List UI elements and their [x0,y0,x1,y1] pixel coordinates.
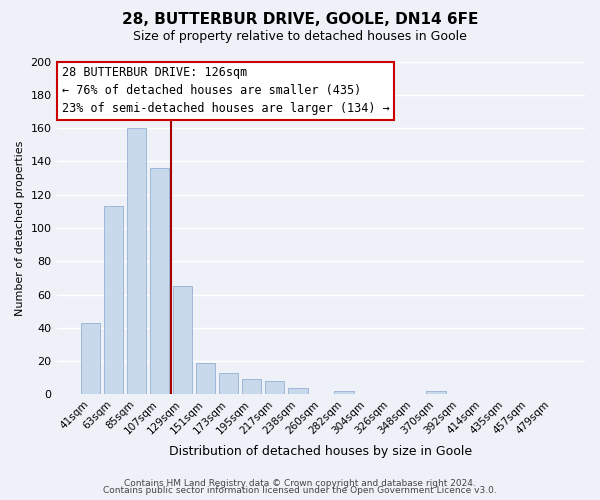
Bar [80,323,100,394]
Bar [104,206,123,394]
Text: 28, BUTTERBUR DRIVE, GOOLE, DN14 6FE: 28, BUTTERBUR DRIVE, GOOLE, DN14 6FE [122,12,478,28]
Bar [288,388,308,394]
Text: 28 BUTTERBUR DRIVE: 126sqm
← 76% of detached houses are smaller (435)
23% of sem: 28 BUTTERBUR DRIVE: 126sqm ← 76% of deta… [62,66,389,116]
Y-axis label: Number of detached properties: Number of detached properties [15,140,25,316]
Bar [196,363,215,394]
Bar [173,286,193,395]
Bar [149,168,169,394]
Text: Size of property relative to detached houses in Goole: Size of property relative to detached ho… [133,30,467,43]
Bar [242,380,262,394]
Bar [334,391,353,394]
Bar [127,128,146,394]
Text: Contains HM Land Registry data © Crown copyright and database right 2024.: Contains HM Land Registry data © Crown c… [124,478,476,488]
Bar [426,391,446,394]
Bar [265,381,284,394]
Bar [219,373,238,394]
Text: Contains public sector information licensed under the Open Government Licence v3: Contains public sector information licen… [103,486,497,495]
X-axis label: Distribution of detached houses by size in Goole: Distribution of detached houses by size … [169,444,472,458]
